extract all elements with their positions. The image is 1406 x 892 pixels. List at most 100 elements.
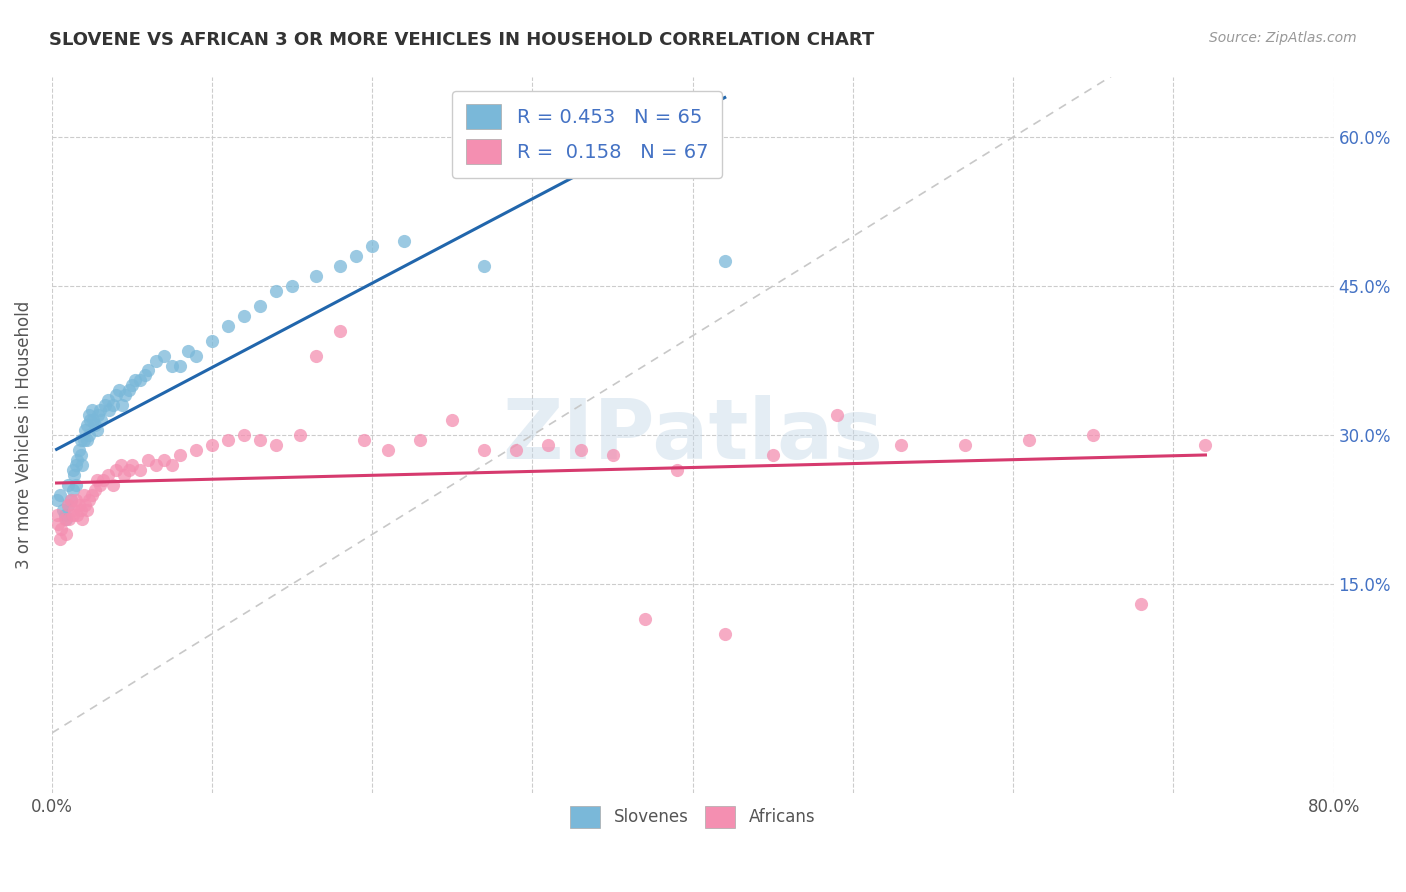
- Point: [160, 359, 183, 373]
- Point: [505, 442, 527, 457]
- Point: [233, 428, 256, 442]
- Text: ZIPatlas: ZIPatlas: [502, 394, 883, 475]
- Point: [56, 477, 79, 491]
- Point: [76, 433, 98, 447]
- Point: [233, 309, 256, 323]
- Point: [49, 533, 72, 547]
- Point: [329, 324, 352, 338]
- Point: [63, 502, 86, 516]
- Point: [66, 453, 89, 467]
- Point: [118, 384, 141, 398]
- Point: [80, 488, 103, 502]
- Point: [602, 448, 624, 462]
- Point: [361, 239, 384, 253]
- Point: [104, 463, 127, 477]
- Point: [184, 442, 207, 457]
- Point: [52, 502, 75, 516]
- Point: [713, 626, 735, 640]
- Point: [111, 398, 134, 412]
- Point: [75, 423, 97, 437]
- Point: [134, 368, 156, 383]
- Y-axis label: 3 or more Vehicles in Household: 3 or more Vehicles in Household: [15, 301, 32, 569]
- Point: [62, 463, 84, 477]
- Point: [537, 438, 560, 452]
- Point: [67, 498, 90, 512]
- Point: [51, 523, 73, 537]
- Point: [353, 433, 375, 447]
- Point: [97, 393, 120, 408]
- Point: [98, 403, 121, 417]
- Point: [136, 363, 159, 377]
- Point: [69, 502, 91, 516]
- Point: [82, 413, 104, 427]
- Point: [90, 413, 112, 427]
- Point: [80, 403, 103, 417]
- Point: [114, 388, 136, 402]
- Point: [66, 508, 89, 522]
- Point: [77, 492, 100, 507]
- Point: [153, 453, 176, 467]
- Point: [84, 418, 107, 433]
- Point: [56, 498, 79, 512]
- Point: [67, 442, 90, 457]
- Point: [441, 413, 464, 427]
- Point: [93, 398, 115, 412]
- Point: [49, 488, 72, 502]
- Point: [77, 408, 100, 422]
- Point: [62, 483, 84, 497]
- Point: [409, 433, 432, 447]
- Text: SLOVENE VS AFRICAN 3 OR MORE VEHICLES IN HOUSEHOLD CORRELATION CHART: SLOVENE VS AFRICAN 3 OR MORE VEHICLES IN…: [49, 31, 875, 49]
- Point: [91, 473, 114, 487]
- Point: [56, 498, 79, 512]
- Point: [101, 398, 124, 412]
- Point: [70, 512, 93, 526]
- Point: [46, 517, 69, 532]
- Legend: Slovenes, Africans: Slovenes, Africans: [564, 799, 821, 834]
- Point: [177, 343, 200, 358]
- Point: [89, 477, 111, 491]
- Point: [249, 433, 271, 447]
- Point: [249, 299, 271, 313]
- Point: [70, 458, 93, 472]
- Point: [69, 448, 91, 462]
- Point: [377, 442, 399, 457]
- Point: [58, 512, 80, 526]
- Point: [45, 508, 67, 522]
- Point: [169, 359, 191, 373]
- Point: [201, 438, 224, 452]
- Point: [305, 269, 328, 284]
- Point: [55, 527, 77, 541]
- Point: [201, 334, 224, 348]
- Point: [112, 467, 135, 482]
- Point: [329, 259, 352, 273]
- Point: [145, 353, 167, 368]
- Point: [124, 373, 146, 387]
- Point: [77, 428, 100, 442]
- Point: [63, 467, 86, 482]
- Point: [160, 458, 183, 472]
- Point: [153, 349, 176, 363]
- Point: [110, 458, 132, 472]
- Point: [59, 492, 82, 507]
- Point: [89, 403, 111, 417]
- Point: [394, 235, 416, 249]
- Point: [84, 483, 107, 497]
- Point: [121, 458, 143, 472]
- Point: [79, 413, 101, 427]
- Point: [75, 498, 97, 512]
- Point: [86, 423, 108, 437]
- Point: [53, 512, 76, 526]
- Point: [128, 373, 150, 387]
- Point: [762, 448, 785, 462]
- Point: [217, 318, 239, 333]
- Point: [76, 418, 98, 433]
- Point: [305, 349, 328, 363]
- Point: [45, 492, 67, 507]
- Point: [97, 467, 120, 482]
- Point: [128, 463, 150, 477]
- Text: Source: ZipAtlas.com: Source: ZipAtlas.com: [1209, 31, 1357, 45]
- Point: [73, 488, 96, 502]
- Point: [1083, 428, 1105, 442]
- Point: [69, 433, 91, 447]
- Point: [169, 448, 191, 462]
